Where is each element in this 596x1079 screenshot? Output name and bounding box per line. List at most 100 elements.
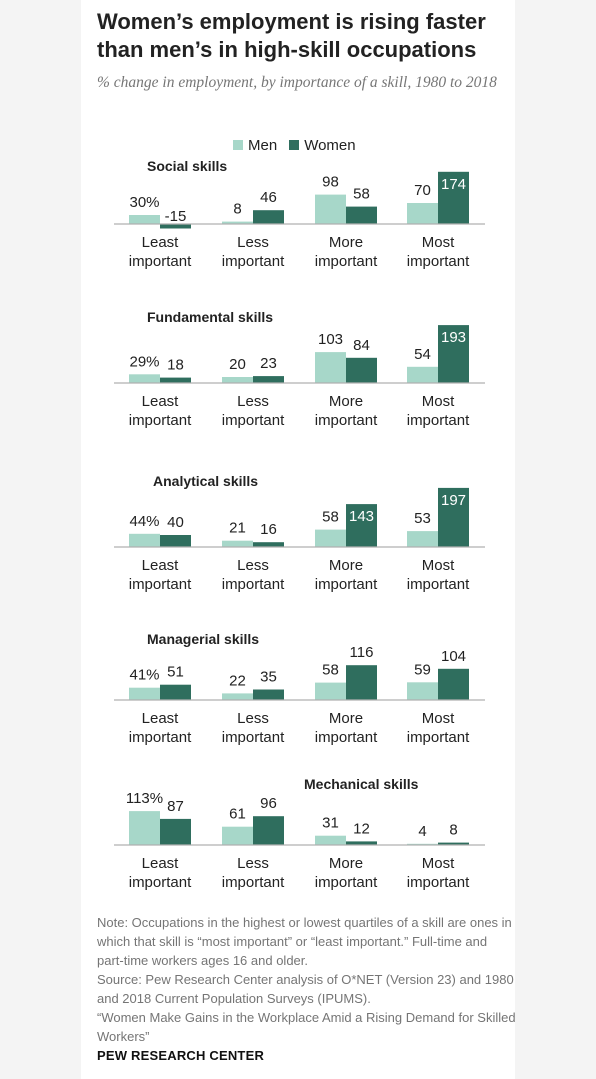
category-label: important	[407, 874, 470, 891]
category-label: important	[315, 729, 378, 746]
bar-men	[129, 533, 160, 547]
category-label: important	[407, 253, 470, 270]
value-label-women: 35	[260, 669, 277, 686]
category-label: Least	[142, 855, 180, 872]
bar-men	[222, 221, 253, 224]
brand-logo-text: PEW RESEARCH CENTER	[97, 1048, 265, 1063]
category-label: Most	[422, 557, 455, 574]
value-label-women: 104	[441, 648, 466, 665]
charts-svg: Social skills 30% -15 Least important 8 46 Less…	[114, 158, 485, 891]
value-label-men: 113%	[126, 790, 163, 807]
value-label-men: 54	[414, 346, 431, 363]
bar-men	[222, 693, 253, 700]
notes: Note: Occupations in the highest or lowe…	[97, 913, 517, 1046]
panel-title: Mechanical skills	[304, 776, 419, 792]
bar-men	[129, 215, 160, 224]
bar-women	[253, 542, 284, 547]
category-label: important	[129, 576, 192, 593]
value-label-men: 53	[414, 510, 431, 527]
value-label-women: 84	[353, 337, 370, 354]
bar-women	[438, 842, 469, 845]
bar-women	[438, 487, 469, 547]
value-label-men: 103	[318, 331, 343, 348]
bar-women	[160, 377, 191, 383]
bar-women	[346, 841, 377, 845]
category-label: important	[129, 874, 192, 891]
category-label: Least	[142, 710, 180, 727]
value-label-men: 20	[229, 356, 246, 373]
value-label-men: 41%	[129, 667, 159, 684]
legend-item-women: Women	[289, 136, 356, 154]
value-label-men: 22	[229, 672, 246, 689]
panel-title: Analytical skills	[153, 473, 258, 489]
note-text: Note: Occupations in the highest or lowe…	[97, 915, 512, 968]
legend-label-men: Men	[248, 136, 278, 154]
bar-men	[315, 352, 346, 383]
value-label-women: 18	[167, 357, 184, 374]
value-label-men: 59	[414, 661, 431, 678]
legend-swatch-women	[289, 140, 300, 150]
category-label: important	[315, 874, 378, 891]
category-label: Most	[422, 234, 455, 251]
category-label: important	[407, 412, 470, 429]
chart-title: Women’s employment is rising faster than…	[97, 9, 486, 62]
bar-men	[129, 811, 160, 845]
value-label-men: 31	[322, 815, 339, 832]
value-label-men: 8	[233, 201, 241, 218]
bar-men	[407, 366, 438, 383]
bar-women	[346, 665, 377, 700]
bar-men	[407, 531, 438, 547]
value-label-women: 174	[441, 176, 466, 193]
category-label: important	[315, 253, 378, 270]
bar-women	[253, 816, 284, 845]
value-label-men: 58	[322, 662, 339, 679]
bar-women	[160, 684, 191, 700]
value-label-men: 30%	[129, 194, 159, 211]
bar-women	[346, 206, 377, 224]
legend-swatch-men	[233, 140, 243, 150]
chart-subtitle: % change in employment, by importance of…	[97, 74, 497, 91]
category-label: More	[329, 393, 363, 410]
bar-men	[129, 687, 160, 700]
value-label-men: 44%	[129, 513, 159, 530]
panel-title: Managerial skills	[147, 631, 259, 647]
bar-men	[315, 835, 346, 845]
value-label-men: 4	[418, 823, 426, 840]
bar-women	[346, 504, 377, 547]
bar-women	[438, 325, 469, 383]
bar-women	[253, 376, 284, 383]
value-label-men: 70	[414, 182, 431, 199]
value-label-women: 23	[260, 355, 277, 372]
bar-women	[160, 818, 191, 845]
bar-men	[315, 194, 346, 224]
bar-women	[160, 224, 191, 229]
value-label-women: 96	[260, 795, 277, 812]
category-label: Least	[142, 234, 180, 251]
bar-women	[438, 171, 469, 224]
bar-women	[438, 668, 469, 700]
category-label: More	[329, 855, 363, 872]
value-label-women: 193	[441, 329, 466, 346]
category-label: Least	[142, 393, 180, 410]
bar-women	[253, 210, 284, 224]
category-label: Most	[422, 855, 455, 872]
legend-label-women: Women	[304, 136, 356, 154]
value-label-men: 58	[322, 509, 339, 526]
report-title-text: “Women Make Gains in the Workplace Amid …	[97, 1010, 516, 1044]
panel-title: Fundamental skills	[147, 309, 273, 325]
legend-item-men: Men	[233, 137, 277, 154]
bar-men	[315, 682, 346, 700]
category-label: Less	[237, 855, 269, 872]
category-label: important	[222, 729, 285, 746]
bar-men	[129, 374, 160, 383]
value-label-women: 46	[260, 189, 277, 206]
bar-men	[222, 826, 253, 845]
value-label-men: 61	[229, 806, 246, 823]
category-label: More	[329, 234, 363, 251]
category-label: important	[222, 412, 285, 429]
value-label-women: 12	[353, 820, 370, 837]
value-label-women: 58	[353, 186, 370, 203]
category-label: important	[129, 412, 192, 429]
value-label-men: 21	[229, 520, 246, 537]
value-label-women: 116	[350, 644, 374, 661]
